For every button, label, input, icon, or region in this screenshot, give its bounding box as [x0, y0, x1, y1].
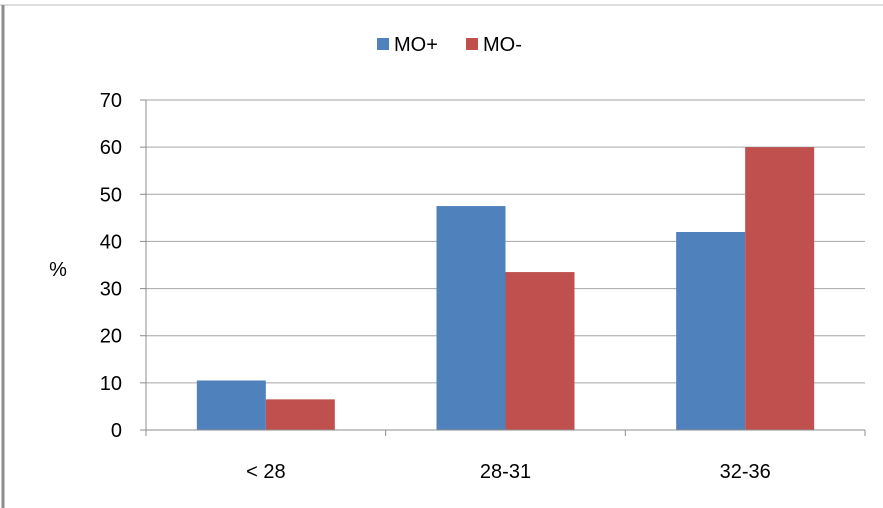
legend-swatch-mo-minus	[466, 38, 478, 50]
x-tick-label: 28-31	[480, 461, 531, 483]
bar-mo-plus	[436, 206, 506, 430]
y-tick-labels: 0 10 20 30 40 50 60 70	[100, 90, 122, 442]
axes	[140, 99, 866, 436]
legend-swatch-mo-plus	[377, 38, 389, 50]
y-tick-label: 30	[100, 279, 122, 301]
legend-label-mo-minus: MO-	[483, 34, 522, 56]
bar-mo-plus	[196, 380, 266, 430]
y-tick-label: 50	[100, 184, 122, 206]
legend: MO+ MO-	[377, 34, 522, 56]
y-tick-label: 60	[100, 137, 122, 159]
y-axis-label: %	[49, 259, 67, 281]
y-tick-label: 70	[100, 90, 122, 112]
y-tick-label: 10	[100, 373, 122, 395]
legend-label-mo-plus: MO+	[394, 34, 438, 56]
y-tick-label: 40	[100, 231, 122, 253]
y-tick-label: 0	[111, 420, 122, 442]
bars	[196, 147, 815, 430]
bar-mo-minus	[505, 272, 575, 430]
x-tick-label: < 28	[246, 461, 285, 483]
bar-mo-minus	[745, 147, 815, 430]
x-tick-labels: < 28 28-31 32-36	[246, 461, 771, 483]
y-tick-label: 20	[100, 326, 122, 348]
bar-mo-minus	[265, 399, 335, 430]
x-tick-label: 32-36	[720, 461, 771, 483]
bar-mo-plus	[676, 232, 746, 430]
